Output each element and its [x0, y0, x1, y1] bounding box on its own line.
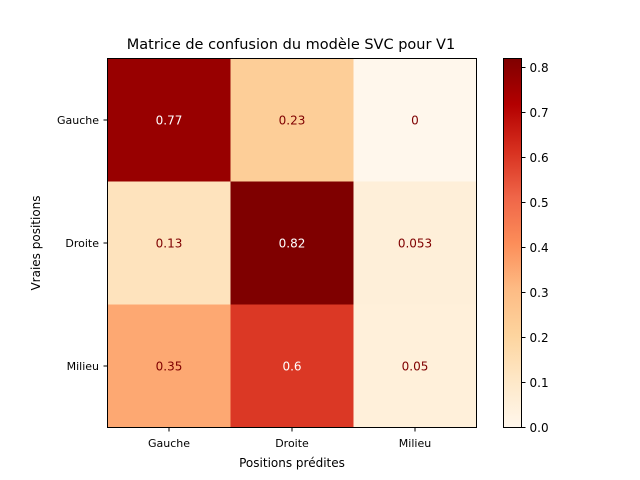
heatmap-cell — [353, 58, 477, 182]
colorbar-tick-label: 0.3 — [530, 286, 549, 300]
y-tick-label: Gauche — [57, 114, 99, 127]
heatmap-cell — [107, 58, 231, 182]
cell-value-label: 0.82 — [279, 237, 306, 251]
colorbar-gradient — [503, 58, 522, 428]
cell-value-label: 0.6 — [282, 360, 301, 374]
x-axis-ticks: Gauche Droite Milieu — [148, 427, 431, 450]
colorbar-ticks: 0.0 0.1 0.2 0.3 0.4 0.5 0.6 0.7 0.8 — [521, 61, 549, 435]
colorbar-tick-label: 0.7 — [530, 106, 549, 120]
heatmap-cell — [230, 58, 354, 182]
colorbar-tick-label: 0.5 — [530, 196, 549, 210]
cell-value-label: 0.77 — [156, 114, 183, 128]
y-tick-label: Milieu — [67, 360, 99, 373]
cell-value-label: 0.053 — [398, 237, 432, 251]
colorbar-tick-label: 0.0 — [530, 421, 549, 435]
heatmap-cell — [353, 181, 477, 305]
heatmap-cells: 0.77 0.23 0 0.13 0.82 0.053 0.35 0.6 0.05 — [107, 58, 477, 428]
y-tick-label: Droite — [65, 237, 99, 250]
colorbar-tick-label: 0.4 — [530, 241, 549, 255]
cell-value-label: 0.05 — [402, 360, 429, 374]
heatmap-cell — [107, 304, 231, 428]
colorbar-tick-label: 0.6 — [530, 151, 549, 165]
heatmap-cell — [353, 304, 477, 428]
colorbar-tick-label: 0.1 — [530, 376, 549, 390]
cell-value-label: 0.23 — [279, 114, 306, 128]
cell-value-label: 0 — [411, 114, 419, 128]
x-tick-label: Gauche — [148, 437, 190, 450]
y-axis-ticks: Gauche Droite Milieu — [57, 114, 108, 373]
colorbar: 0.0 0.1 0.2 0.3 0.4 0.5 0.6 0.7 0.8 — [503, 58, 549, 435]
x-axis-label: Positions prédites — [239, 456, 345, 470]
cell-value-label: 0.13 — [156, 237, 183, 251]
x-tick-label: Droite — [275, 437, 309, 450]
chart-title: Matrice de confusion du modèle SVC pour … — [127, 37, 455, 53]
heatmap-cell — [230, 304, 354, 428]
cell-value-label: 0.35 — [156, 360, 183, 374]
heatmap-cell — [230, 181, 354, 305]
colorbar-tick-label: 0.8 — [530, 61, 549, 75]
colorbar-tick-label: 0.2 — [530, 331, 549, 345]
y-axis-label: Vraies positions — [29, 195, 43, 290]
x-tick-label: Milieu — [399, 437, 431, 450]
heatmap-cell — [107, 181, 231, 305]
